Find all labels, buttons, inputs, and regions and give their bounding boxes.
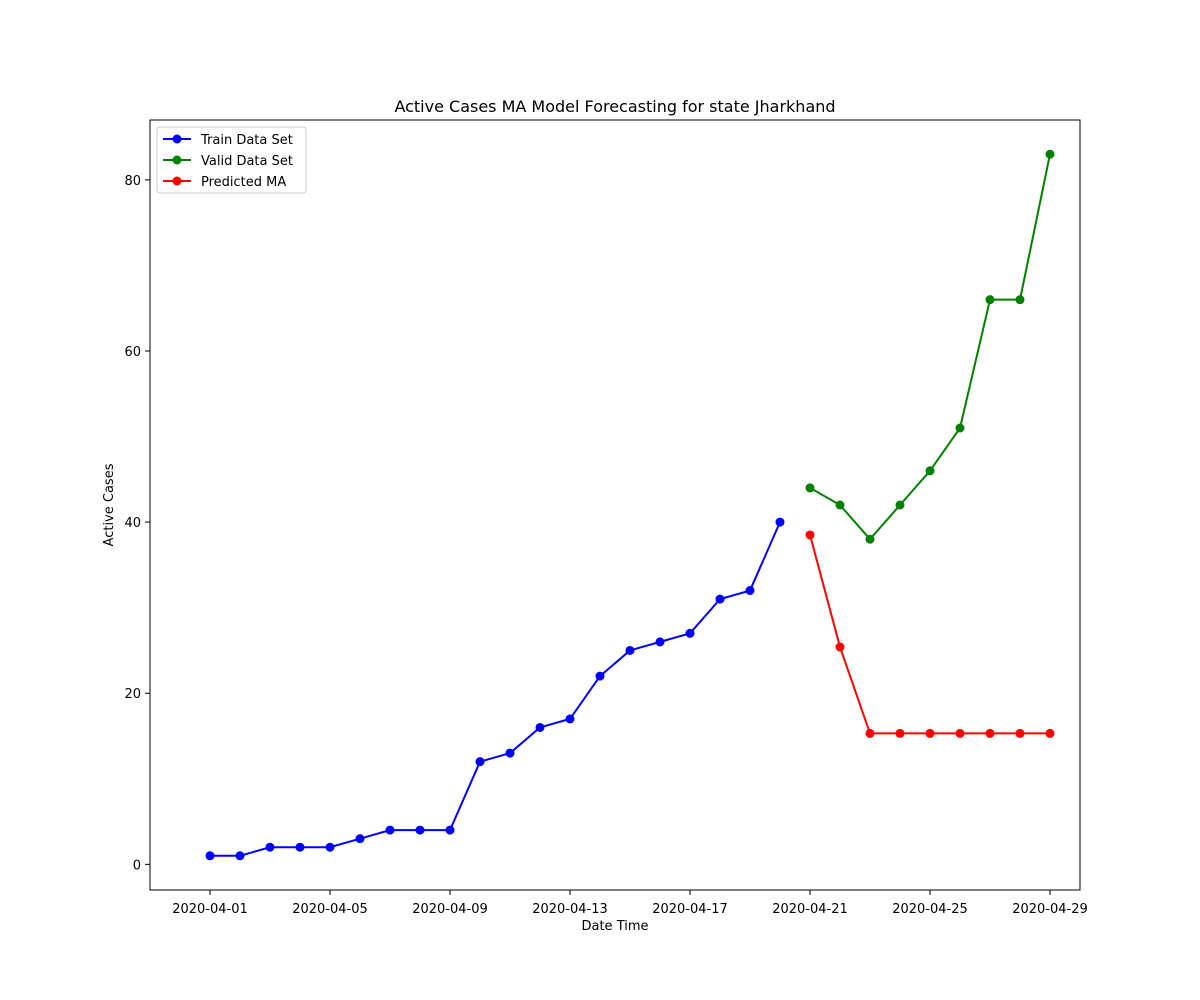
data-point	[805, 483, 815, 493]
data-point	[805, 530, 815, 540]
data-point	[835, 500, 845, 510]
x-tick-label: 2020-04-01	[172, 902, 248, 917]
data-point	[355, 834, 365, 844]
data-point	[385, 825, 395, 835]
series-line	[809, 154, 1051, 541]
data-point	[1045, 149, 1055, 159]
series-2	[805, 530, 1055, 738]
x-tick-label: 2020-04-13	[532, 902, 608, 917]
legend: Train Data Set Valid Data Set Predicted MA	[156, 126, 307, 194]
legend-items: Train Data Set Valid Data Set Predicted MA	[163, 133, 293, 190]
series-1	[805, 149, 1055, 544]
data-point	[925, 466, 935, 476]
data-point	[745, 586, 755, 596]
series-layer	[205, 149, 1055, 861]
data-point	[895, 500, 905, 510]
data-point	[415, 825, 425, 835]
data-point	[955, 728, 965, 738]
data-point	[565, 714, 575, 724]
data-point	[925, 728, 935, 738]
x-tick-label: 2020-04-25	[892, 902, 968, 917]
data-point	[865, 728, 875, 738]
legend-box	[156, 126, 307, 194]
legend-swatch-marker	[172, 134, 182, 144]
data-point	[535, 722, 545, 732]
plot-area	[149, 119, 1081, 891]
data-point	[955, 423, 965, 433]
y-tick-label: 20	[124, 687, 141, 702]
legend-label: Valid Data Set	[201, 154, 293, 169]
data-point	[865, 534, 875, 544]
x-tick-label: 2020-04-05	[292, 902, 368, 917]
legend-swatch-marker	[172, 176, 182, 186]
x-axis: 2020-04-01 2020-04-05 2020-04-09 2020-04-13…	[172, 890, 1088, 917]
x-axis-label: Date Time	[581, 919, 648, 934]
legend-label: Train Data Set	[200, 133, 293, 148]
data-point	[775, 517, 785, 527]
legend-swatch-marker	[172, 155, 182, 165]
data-point	[685, 628, 695, 638]
x-tick-label: 2020-04-09	[412, 902, 488, 917]
y-tick-label: 0	[133, 858, 141, 873]
data-point	[715, 594, 725, 604]
x-tick-label: 2020-04-17	[652, 902, 728, 917]
data-point	[1045, 728, 1055, 738]
series-line	[210, 521, 781, 857]
legend-item: Predicted MA	[163, 175, 286, 190]
y-tick-label: 40	[124, 516, 141, 531]
data-point	[895, 728, 905, 738]
data-point	[835, 642, 845, 652]
x-tick-label: 2020-04-29	[1012, 902, 1088, 917]
data-point	[595, 671, 605, 681]
y-tick-label: 80	[124, 174, 141, 189]
y-axis: 0 20 40 60 80	[124, 174, 150, 873]
data-point	[265, 842, 275, 852]
legend-label: Predicted MA	[201, 175, 286, 190]
y-tick-label: 60	[124, 345, 141, 360]
data-point	[505, 748, 515, 758]
data-point	[295, 842, 305, 852]
y-axis-label: Active Cases	[102, 463, 117, 546]
series-line	[809, 534, 1050, 735]
x-tick-label: 2020-04-21	[772, 902, 848, 917]
data-point	[445, 825, 455, 835]
data-point	[205, 851, 215, 861]
data-point	[985, 728, 995, 738]
data-point	[235, 851, 245, 861]
data-point	[1015, 295, 1025, 305]
chart-title: Active Cases MA Model Forecasting for st…	[394, 97, 835, 116]
series-0	[205, 517, 785, 861]
data-point	[985, 295, 995, 305]
legend-item: Train Data Set	[163, 133, 293, 148]
legend-item: Valid Data Set	[163, 154, 293, 169]
data-point	[325, 842, 335, 852]
data-point	[625, 645, 635, 655]
data-point	[655, 637, 665, 647]
data-point	[1015, 728, 1025, 738]
data-point	[475, 757, 485, 767]
